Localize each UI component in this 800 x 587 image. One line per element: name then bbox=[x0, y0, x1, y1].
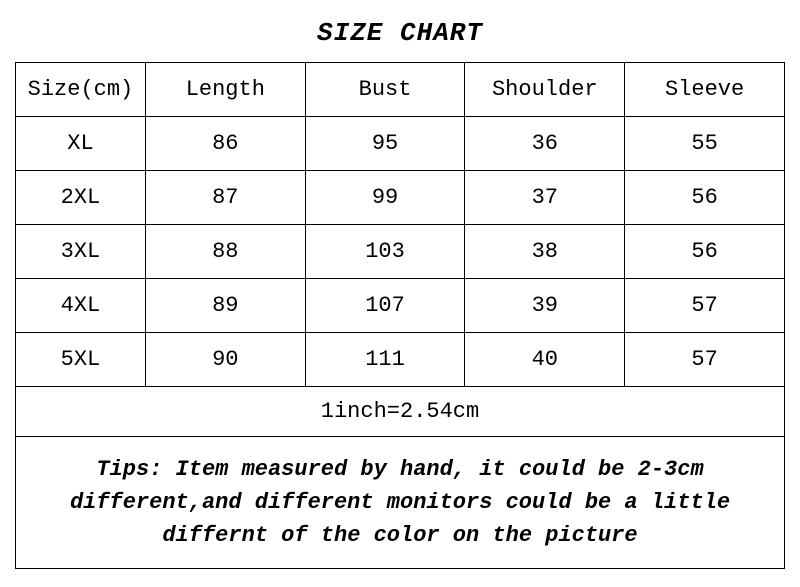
table-row: 5XL 90 111 40 57 bbox=[16, 333, 785, 387]
cell-shoulder: 36 bbox=[465, 117, 625, 171]
cell-bust: 111 bbox=[305, 333, 465, 387]
header-bust: Bust bbox=[305, 63, 465, 117]
cell-size: 5XL bbox=[16, 333, 146, 387]
header-sleeve: Sleeve bbox=[625, 63, 785, 117]
cell-sleeve: 56 bbox=[625, 225, 785, 279]
table-row: 4XL 89 107 39 57 bbox=[16, 279, 785, 333]
cell-sleeve: 57 bbox=[625, 279, 785, 333]
tips-row: Tips: Item measured by hand, it could be… bbox=[16, 437, 785, 569]
table-row: 2XL 87 99 37 56 bbox=[16, 171, 785, 225]
cell-size: 2XL bbox=[16, 171, 146, 225]
cell-length: 87 bbox=[145, 171, 305, 225]
cell-bust: 95 bbox=[305, 117, 465, 171]
cell-length: 86 bbox=[145, 117, 305, 171]
cell-shoulder: 37 bbox=[465, 171, 625, 225]
cell-size: XL bbox=[16, 117, 146, 171]
cell-sleeve: 57 bbox=[625, 333, 785, 387]
header-length: Length bbox=[145, 63, 305, 117]
cell-bust: 99 bbox=[305, 171, 465, 225]
cell-length: 89 bbox=[145, 279, 305, 333]
tips-text: Tips: Item measured by hand, it could be… bbox=[16, 437, 785, 569]
cell-sleeve: 55 bbox=[625, 117, 785, 171]
conversion-row: 1inch=2.54cm bbox=[16, 387, 785, 437]
cell-shoulder: 40 bbox=[465, 333, 625, 387]
table-row: 3XL 88 103 38 56 bbox=[16, 225, 785, 279]
header-shoulder: Shoulder bbox=[465, 63, 625, 117]
cell-sleeve: 56 bbox=[625, 171, 785, 225]
size-chart-table: Size(cm) Length Bust Shoulder Sleeve XL … bbox=[15, 62, 785, 569]
cell-size: 3XL bbox=[16, 225, 146, 279]
header-row: Size(cm) Length Bust Shoulder Sleeve bbox=[16, 63, 785, 117]
cell-bust: 107 bbox=[305, 279, 465, 333]
cell-shoulder: 38 bbox=[465, 225, 625, 279]
cell-shoulder: 39 bbox=[465, 279, 625, 333]
cell-bust: 103 bbox=[305, 225, 465, 279]
chart-title: SIZE CHART bbox=[317, 18, 483, 48]
header-size: Size(cm) bbox=[16, 63, 146, 117]
cell-size: 4XL bbox=[16, 279, 146, 333]
cell-length: 90 bbox=[145, 333, 305, 387]
cell-length: 88 bbox=[145, 225, 305, 279]
table-row: XL 86 95 36 55 bbox=[16, 117, 785, 171]
conversion-note: 1inch=2.54cm bbox=[16, 387, 785, 437]
